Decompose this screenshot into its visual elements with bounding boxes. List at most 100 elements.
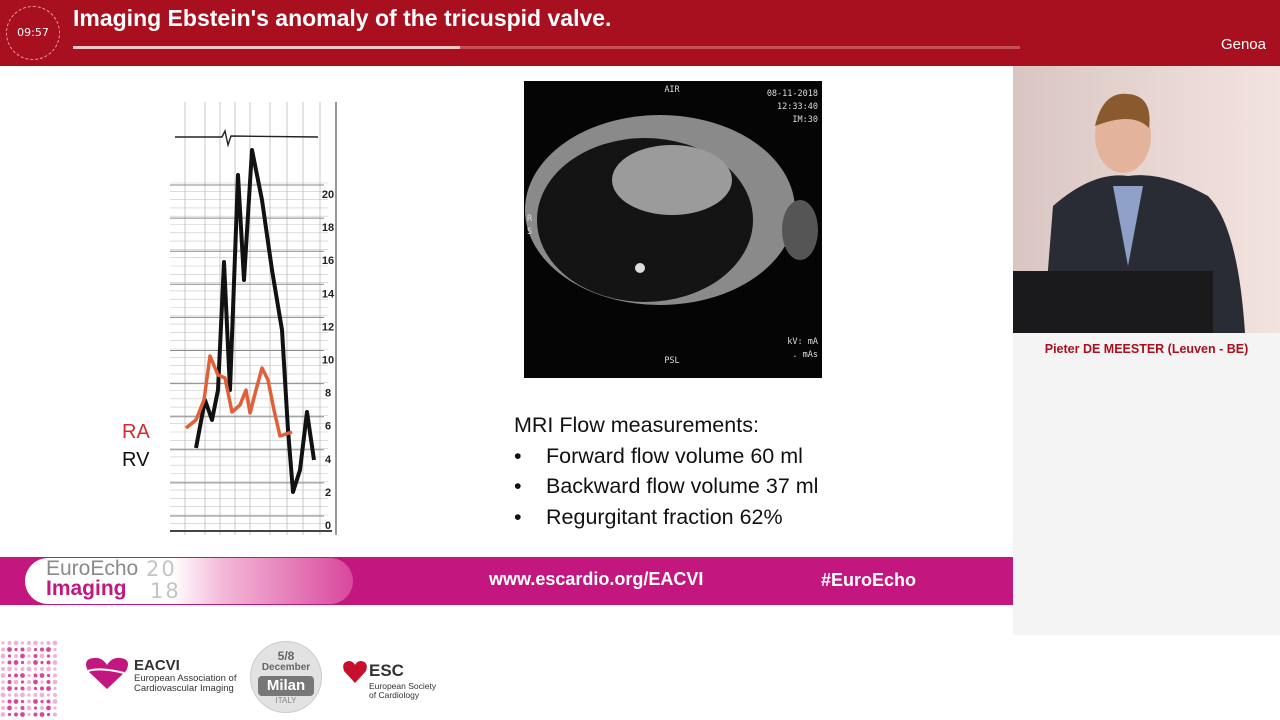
pattern-dot [1,699,5,704]
mri-aorta [635,263,645,273]
banner-url: www.escardio.org/EACVI [489,569,704,589]
pattern-dot [20,641,25,645]
mri-text: S [527,227,532,237]
pattern-dot [46,654,51,658]
pattern-dot [7,660,12,665]
pattern-dot [0,653,6,659]
progress-bar [73,46,460,49]
podium [1013,271,1213,333]
pattern-dot [27,641,31,645]
pattern-dot [46,680,51,684]
pattern-dot [40,680,44,684]
esc-name: ESC [369,661,404,680]
pattern-dot [39,712,45,717]
pattern-dot [39,692,45,698]
flow-item: Regurgitant fraction 62% [514,502,818,533]
pattern-dot [13,699,19,704]
pattern-dot [46,647,51,652]
flow-text: MRI Flow measurements: Forward flow volu… [514,410,818,532]
pattern-dot [1,667,5,671]
ra-trace [184,354,293,438]
pattern-dot [33,706,38,710]
rv-label: RV [122,449,150,471]
pattern-dot [33,693,38,697]
scale-label: 2 [325,487,331,499]
banner-logo [25,558,353,604]
pattern-dot [20,712,25,717]
pattern-dot [14,686,18,691]
eacvi-logo [86,657,128,689]
eacvi-line: Cardiovascular Imaging [134,683,234,694]
pattern-dot [20,699,25,704]
pattern-dot [27,699,31,704]
pattern-dot [26,705,32,711]
pattern-dot [20,692,25,698]
pattern-dot [40,699,44,704]
pattern-dot [7,641,12,645]
pattern-dot [7,712,12,717]
flow-heading: MRI Flow measurements: [514,413,759,437]
pattern-dot [0,673,6,678]
pattern-dot [33,686,38,691]
scale-label: 14 [322,288,335,300]
pattern-dot [1,680,5,684]
pattern-dot [53,686,57,691]
pattern-dot [7,666,12,672]
badge-month: December [261,662,311,673]
pattern-dot [53,654,57,658]
pattern-dot [46,712,51,717]
mri-arm [782,200,818,260]
pattern-dot [20,673,25,678]
pattern-dot [7,680,12,684]
slide [0,66,1013,635]
pattern-dot [20,647,25,652]
logo-text: Imaging [46,577,127,600]
pattern-dot [27,660,31,665]
scale-label: 8 [325,388,331,400]
speaker-video [1013,66,1280,333]
pattern-dot [33,712,38,717]
logo-text: EuroEcho [46,557,139,580]
pattern-dot [46,693,51,697]
slide-title: Imaging Ebstein's anomaly of the tricusp… [73,5,612,31]
pattern-dot [33,654,38,658]
pattern-dot [1,647,5,652]
pattern-dot [33,679,38,685]
scale-label: 18 [322,222,334,234]
mri-text: 08-11-2018 [767,89,818,99]
speaker-shirt [1113,186,1143,266]
pattern-dot [53,673,57,678]
badge-country: ITALY [275,696,297,705]
pattern-dot [40,686,44,691]
pattern-dot [40,660,44,665]
pattern-dot [40,667,44,671]
pattern-dot [7,699,12,704]
footer-pattern [0,640,58,717]
eacvi-name: EACVI [134,657,180,674]
pattern-dot [7,673,12,678]
scale-label: 4 [325,454,332,466]
mri-text: IM:30 [792,115,818,125]
scale-label: 16 [322,255,334,267]
mri-text: 12:33:40 [777,102,818,112]
pattern-dot [27,673,31,678]
pattern-dot [52,640,58,646]
pattern-dot [20,706,25,710]
pattern-dot [7,693,12,697]
rv-trace [194,148,316,494]
footer [0,635,1280,720]
pattern-dot [53,712,57,717]
pattern-dot [33,667,38,671]
pattern-dot [14,647,18,652]
pattern-dot [1,660,5,665]
mri-text: R [527,214,533,224]
scale-label: 20 [322,189,334,201]
pattern-dot [39,653,45,659]
scale-label: 10 [322,355,334,367]
scale-label: 12 [322,321,334,333]
pattern-dot [7,654,12,658]
pattern-dot [46,705,51,711]
pattern-dot [20,653,25,659]
pattern-dot [20,667,25,671]
pattern-dot [14,712,18,717]
